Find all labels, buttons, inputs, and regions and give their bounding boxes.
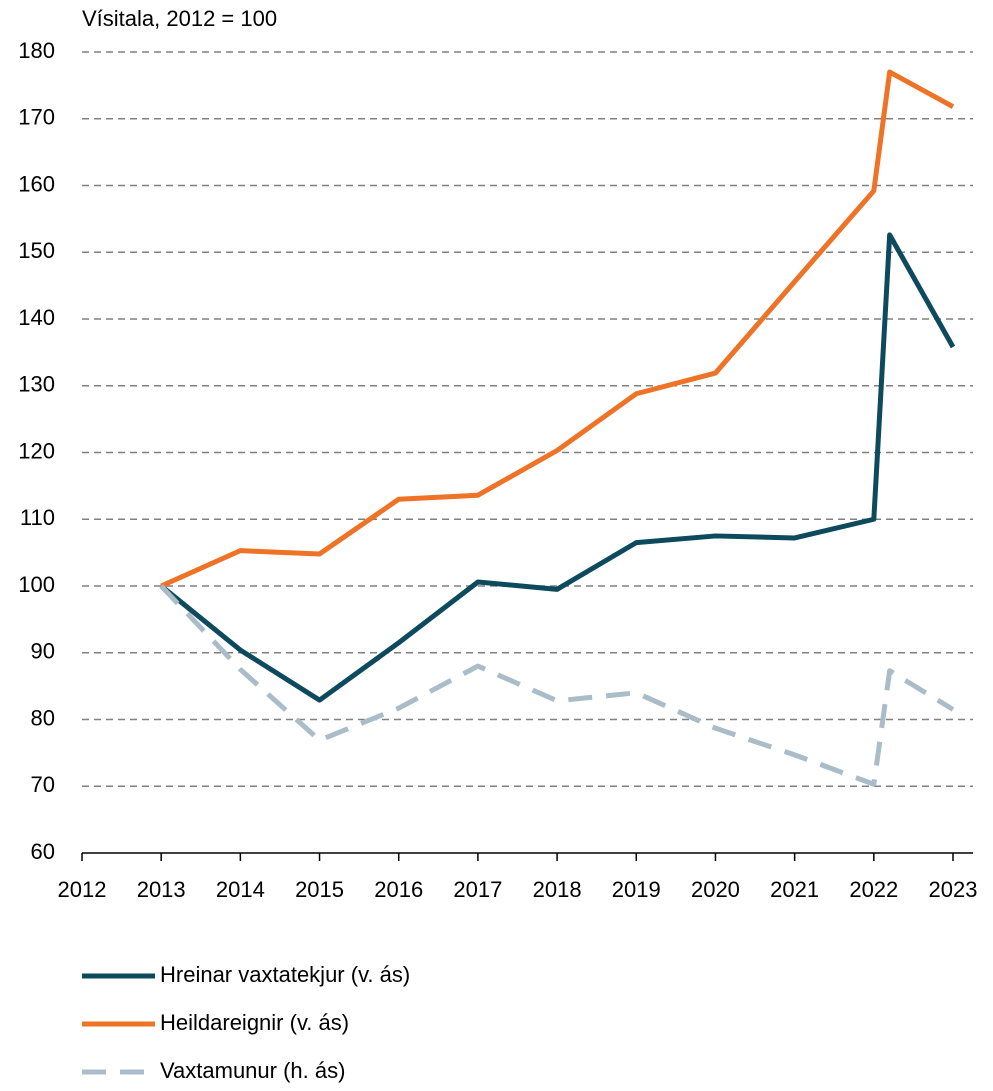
y-tick-label: 80	[31, 705, 55, 730]
x-tick-label: 2015	[295, 877, 344, 902]
y-axis-label: Vísitala, 2012 = 100	[82, 6, 277, 31]
y-tick-label: 180	[18, 38, 55, 63]
y-tick-label: 130	[18, 372, 55, 397]
x-tick-label: 2022	[849, 877, 898, 902]
legend-label: Heildareignir (v. ás)	[160, 1010, 349, 1035]
x-tick-label: 2020	[691, 877, 740, 902]
y-tick-label: 60	[31, 839, 55, 864]
legend-label: Hreinar vaxtatekjur (v. ás)	[160, 962, 410, 987]
series-line	[159, 584, 955, 787]
x-tick-label: 2016	[374, 877, 423, 902]
y-tick-label: 140	[18, 305, 55, 330]
x-tick-label: 2014	[216, 877, 265, 902]
series-line	[159, 232, 956, 703]
series-line	[160, 69, 955, 589]
y-tick-label: 110	[20, 505, 55, 530]
legend-label: Vaxtamunur (h. ás)	[160, 1058, 345, 1083]
x-tick-label: 2013	[137, 877, 186, 902]
x-tick-label: 2018	[533, 877, 582, 902]
x-tick-label: 2019	[612, 877, 661, 902]
y-tick-label: 120	[18, 438, 55, 463]
x-tick-label: 2017	[453, 877, 502, 902]
x-tick-label: 2012	[58, 877, 107, 902]
y-tick-label: 70	[31, 772, 55, 797]
y-tick-label: 160	[18, 171, 55, 196]
x-tick-label: 2021	[770, 877, 819, 902]
y-tick-label: 90	[31, 639, 55, 664]
y-tick-label: 170	[18, 105, 55, 130]
y-tick-label: 150	[18, 238, 55, 263]
y-tick-label: 100	[18, 572, 55, 597]
x-tick-label: 2023	[929, 877, 978, 902]
